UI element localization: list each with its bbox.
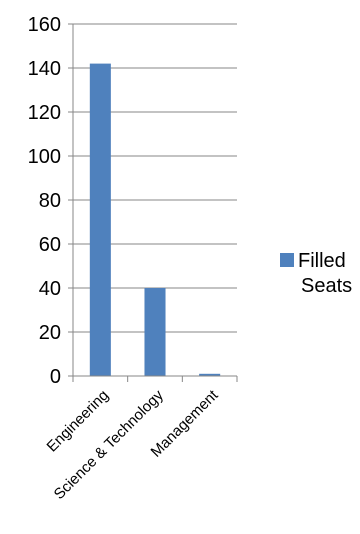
bar-engineering [89,63,111,376]
y-tick-label: 80 [39,190,61,212]
axes [68,23,238,382]
legend-label-line-2: Seats [301,275,352,297]
legend: Filled Seats [280,250,352,297]
y-tick-label: 60 [39,234,61,256]
y-tick-label: 0 [50,366,61,388]
legend-swatch [280,253,294,267]
legend-label-line-1: Filled [298,250,346,272]
y-tick-label: 40 [39,278,61,300]
bar-science-technology [144,288,166,376]
bar-management [199,373,221,376]
x-tick-label: Science & Technology [51,386,168,503]
y-tick-label: 100 [28,146,61,168]
bars [89,63,221,376]
y-tick-label: 140 [28,58,61,80]
y-tick-labels: 0 20 40 60 80 100 120 140 160 [28,14,61,388]
y-tick-label: 160 [28,14,61,36]
y-tick-label: 20 [39,322,61,344]
y-tick-label: 120 [28,102,61,124]
